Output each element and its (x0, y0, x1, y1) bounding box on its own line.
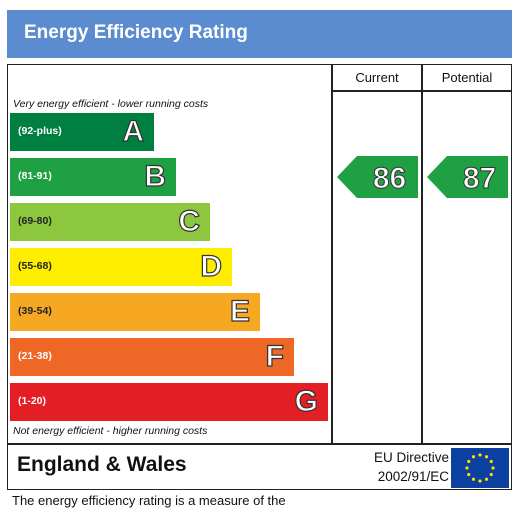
eu-star-icon (465, 466, 469, 470)
region-label: England & Wales (17, 453, 187, 476)
eu-star-icon (467, 459, 471, 464)
eu-star-icon (467, 472, 471, 477)
divider-current (331, 64, 333, 444)
band-range-label: (1-20) (18, 395, 47, 407)
band-c: (69-80) C (10, 203, 210, 241)
current-rating-value: 86 (373, 162, 406, 195)
current-rating-arrow (337, 156, 418, 198)
note-top: Very energy efficient - lower running co… (13, 98, 209, 110)
band-range-label: (21-38) (18, 350, 52, 362)
band-range-label: (81-91) (18, 170, 52, 182)
column-header-current: Current (355, 70, 399, 85)
header-bar: Energy Efficiency Rating (7, 10, 512, 58)
band-range-label: (39-54) (18, 305, 52, 317)
band-f: (21-38) F (10, 338, 294, 376)
chart-title: Energy Efficiency Rating (24, 22, 248, 43)
header-row-divider (331, 90, 512, 92)
band-letter: C (178, 204, 201, 238)
band-letter: F (265, 339, 285, 373)
note-bottom: Not energy efficient - higher running co… (13, 425, 208, 437)
band-range-label: (55-68) (18, 260, 52, 272)
band-d: (55-68) D (10, 248, 232, 286)
truncated-description: The energy efficiency rating is a measur… (12, 493, 286, 508)
band-a: (92-plus) A (10, 113, 154, 151)
band-letter: B (144, 159, 167, 193)
eu-star-icon (491, 466, 495, 470)
band-e: (39-54) E (10, 293, 260, 331)
eu-star-icon (484, 477, 489, 481)
directive-line-2: 2002/91/EC (377, 469, 449, 484)
band-letter: D (200, 249, 223, 283)
eu-star-icon (478, 479, 482, 483)
band-letter: E (229, 294, 250, 328)
eu-stars-icon (465, 453, 495, 483)
eu-flag (451, 448, 509, 488)
eu-star-icon (471, 455, 476, 459)
footer-divider (7, 443, 512, 445)
directive-line-1: EU Directive (373, 450, 449, 465)
band-letter: A (122, 114, 145, 148)
rating-frame (7, 64, 512, 490)
eu-star-icon (489, 459, 493, 464)
eu-star-icon (484, 455, 489, 459)
band-g: (1-20) G (10, 383, 328, 421)
eu-star-icon (471, 477, 476, 481)
band-range-label: (92-plus) (18, 125, 62, 137)
band-b: (81-91) B (10, 158, 176, 196)
column-header-potential: Potential (441, 70, 493, 85)
eu-star-icon (489, 472, 493, 477)
potential-rating-value: 87 (463, 162, 496, 195)
eu-star-icon (478, 453, 482, 457)
band-letter: G (294, 384, 319, 418)
divider-potential (421, 64, 423, 444)
band-range-label: (69-80) (18, 215, 52, 227)
potential-rating-arrow (427, 156, 508, 198)
